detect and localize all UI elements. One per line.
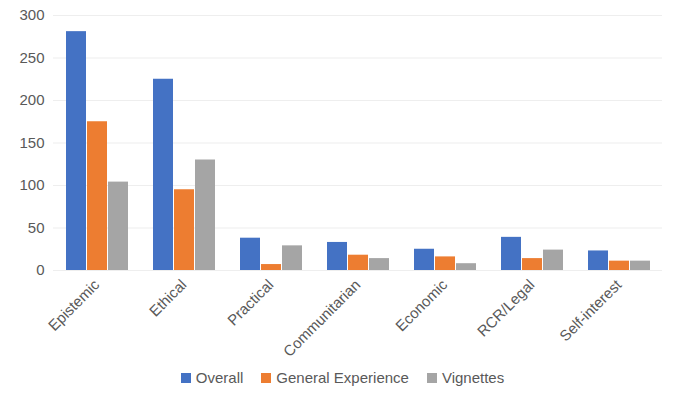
svg-text:250: 250	[19, 49, 44, 66]
html-text:Overall: Overall	[195, 369, 244, 386]
svg-text:200: 200	[19, 91, 44, 108]
html-text:Vignettes: Vignettes	[441, 369, 505, 386]
svg-text:Economic: Economic	[392, 275, 451, 334]
svg-text:RCR/Legal: RCR/Legal	[474, 276, 538, 340]
svg-text:Epistemic: Epistemic	[45, 275, 103, 333]
svg-text:Ethical: Ethical	[146, 276, 190, 320]
svg-text:Practical: Practical	[224, 276, 277, 329]
svg-text:Communitarian: Communitarian	[280, 276, 364, 360]
html-text:General Experience: General Experience	[276, 369, 409, 386]
svg-text:0: 0	[36, 261, 44, 278]
svg-text:Self-interest: Self-interest	[556, 275, 625, 344]
svg-text:150: 150	[19, 134, 44, 151]
svg-text:100: 100	[19, 176, 44, 193]
svg-text:50: 50	[28, 219, 45, 236]
svg-text:300: 300	[19, 6, 44, 23]
